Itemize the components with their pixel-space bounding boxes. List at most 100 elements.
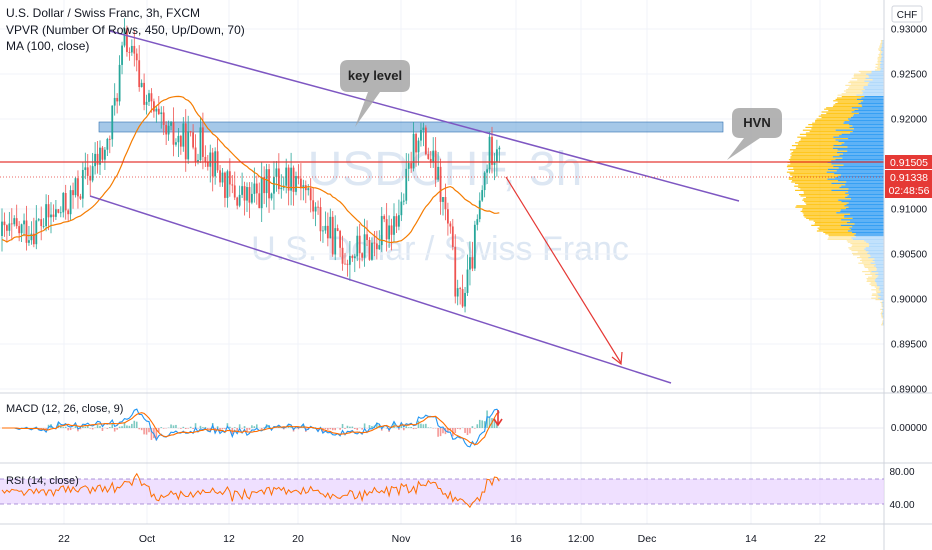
grid: [0, 0, 884, 524]
macd-histogram-bar: [89, 428, 91, 429]
candle-body: [432, 150, 435, 163]
volume-profile-bar-down: [858, 262, 871, 264]
volume-profile-bar-up: [875, 278, 884, 280]
currency-button[interactable]: CHF: [891, 5, 923, 23]
candle-body: [351, 255, 354, 259]
forecast-arrow[interactable]: [505, 176, 622, 364]
candle-body: [255, 183, 258, 194]
price-tick-label: 0.89000: [891, 385, 928, 396]
macd-histogram-bar: [126, 425, 128, 428]
vpvr-indicator-label[interactable]: VPVR (Number Of Rows, 450, Up/Down, 70): [6, 23, 245, 37]
volume-profile-bar-up: [881, 68, 884, 70]
volume-profile-bar-down: [882, 321, 883, 323]
volume-profile-bar-down: [880, 40, 883, 42]
volume-profile-bar-up: [838, 199, 884, 201]
volume-profile-bar-down: [795, 142, 845, 144]
candle-body: [94, 153, 96, 167]
volume-profile-bar-up: [869, 254, 884, 256]
volume-profile-bar-up: [847, 146, 884, 148]
volume-profile-bar-up: [831, 189, 884, 191]
hvn-callout[interactable]: HVN: [727, 108, 782, 160]
volume-profile-bar-up: [863, 100, 884, 102]
volume-profile-bar-up: [840, 174, 884, 176]
candle-body: [42, 226, 45, 227]
candle-body: [25, 220, 28, 243]
volume-profile-bar-down: [816, 118, 848, 120]
volume-profile-bar-down: [849, 248, 865, 250]
volume-profile-bar-up: [831, 160, 884, 162]
moving-average-line: [1, 95, 500, 244]
volume-profile-bar-up: [854, 223, 884, 225]
volume-profile-bar-down: [790, 174, 841, 176]
volume-profile-bar-down: [803, 192, 846, 194]
candle-body: [47, 204, 50, 218]
macd-histogram-bar: [194, 423, 197, 428]
ma-indicator-label[interactable]: MA (100, close): [6, 39, 89, 53]
channel-lower-line[interactable]: [89, 195, 672, 384]
volume-profile-bar-up: [856, 98, 884, 100]
volume-profile-bar-up: [875, 280, 884, 282]
candle-body: [476, 219, 479, 225]
macd-histogram-bar: [45, 428, 47, 431]
macd-histogram-bar: [415, 428, 417, 429]
macd-histogram-bar: [241, 428, 243, 429]
macd-histogram-bar: [327, 428, 329, 430]
volume-profile-bar-down: [836, 97, 862, 99]
candle-body: [383, 216, 386, 220]
macd-histogram-bar: [459, 428, 461, 430]
volume-profile-bar-up: [826, 171, 884, 173]
volume-profile-bar-down: [879, 45, 882, 47]
volume-profile-bar-down: [858, 70, 872, 72]
candle-body: [388, 225, 390, 240]
volume-profile-bar-up: [867, 83, 884, 85]
macd-histogram-bar: [439, 428, 442, 437]
macd-histogram-bar: [160, 427, 163, 428]
candle-body: [101, 147, 104, 160]
macd-histogram-bar: [238, 424, 241, 428]
volume-profile-bar-up: [864, 96, 884, 98]
volume-profile-bar-down: [791, 152, 837, 154]
candle-body: [412, 133, 415, 169]
time-axis[interactable]: 22 Oct 12 20 Nov 16 12:00 Dec 14 22: [58, 533, 826, 545]
candle-body: [91, 166, 94, 181]
candle-body: [40, 219, 43, 227]
candle-body: [37, 219, 40, 221]
candle-body: [456, 288, 459, 297]
macd-histogram-bar: [302, 424, 305, 428]
candle-body: [390, 225, 393, 235]
candle-body: [64, 193, 67, 211]
macd-histogram-bar: [282, 428, 285, 430]
rsi-indicator-label[interactable]: RSI (14, close): [6, 475, 79, 487]
macd-histogram-bar: [324, 428, 327, 429]
macd-histogram-bar: [437, 428, 439, 437]
candle-body: [363, 234, 366, 258]
volume-profile-bar-up: [881, 52, 884, 54]
price-axis[interactable]: 0.93000 0.92500 0.92000 0.91000 0.90500 0.900…: [891, 25, 928, 396]
key-level-callout[interactable]: key level: [340, 60, 410, 127]
volume-profile-bar-down: [866, 280, 876, 282]
volume-profile-bar-down: [878, 48, 881, 50]
volume-profile-bar-up: [843, 164, 884, 166]
volume-profile-bar-down: [875, 296, 881, 298]
volume-profile-bar-up: [874, 279, 884, 281]
volume-profile-bar-up: [862, 105, 884, 107]
volume-profile-bar-down: [794, 170, 837, 172]
volume-profile-bar-down: [857, 257, 869, 259]
channel-upper-line[interactable]: [109, 30, 740, 202]
macd-histogram-bar: [162, 428, 165, 429]
candle-body: [84, 167, 87, 170]
volume-profile-bar-up: [835, 139, 884, 141]
volume-profile-bar-up: [840, 210, 884, 212]
macd-histogram-bar: [344, 428, 346, 429]
key-level-zone[interactable]: [98, 121, 724, 133]
candle-body: [358, 235, 361, 254]
volume-profile-bar-up: [863, 91, 884, 93]
volume-profile-bar-down: [863, 265, 874, 267]
volume-profile-bar-down: [871, 294, 879, 296]
volume-profile-bar-down: [837, 94, 857, 96]
volume-profile-bar-up: [870, 255, 884, 257]
volume-profile-bar-down: [846, 240, 865, 242]
macd-indicator-label[interactable]: MACD (12, 26, close, 9): [6, 403, 123, 415]
candle-body: [398, 215, 400, 227]
